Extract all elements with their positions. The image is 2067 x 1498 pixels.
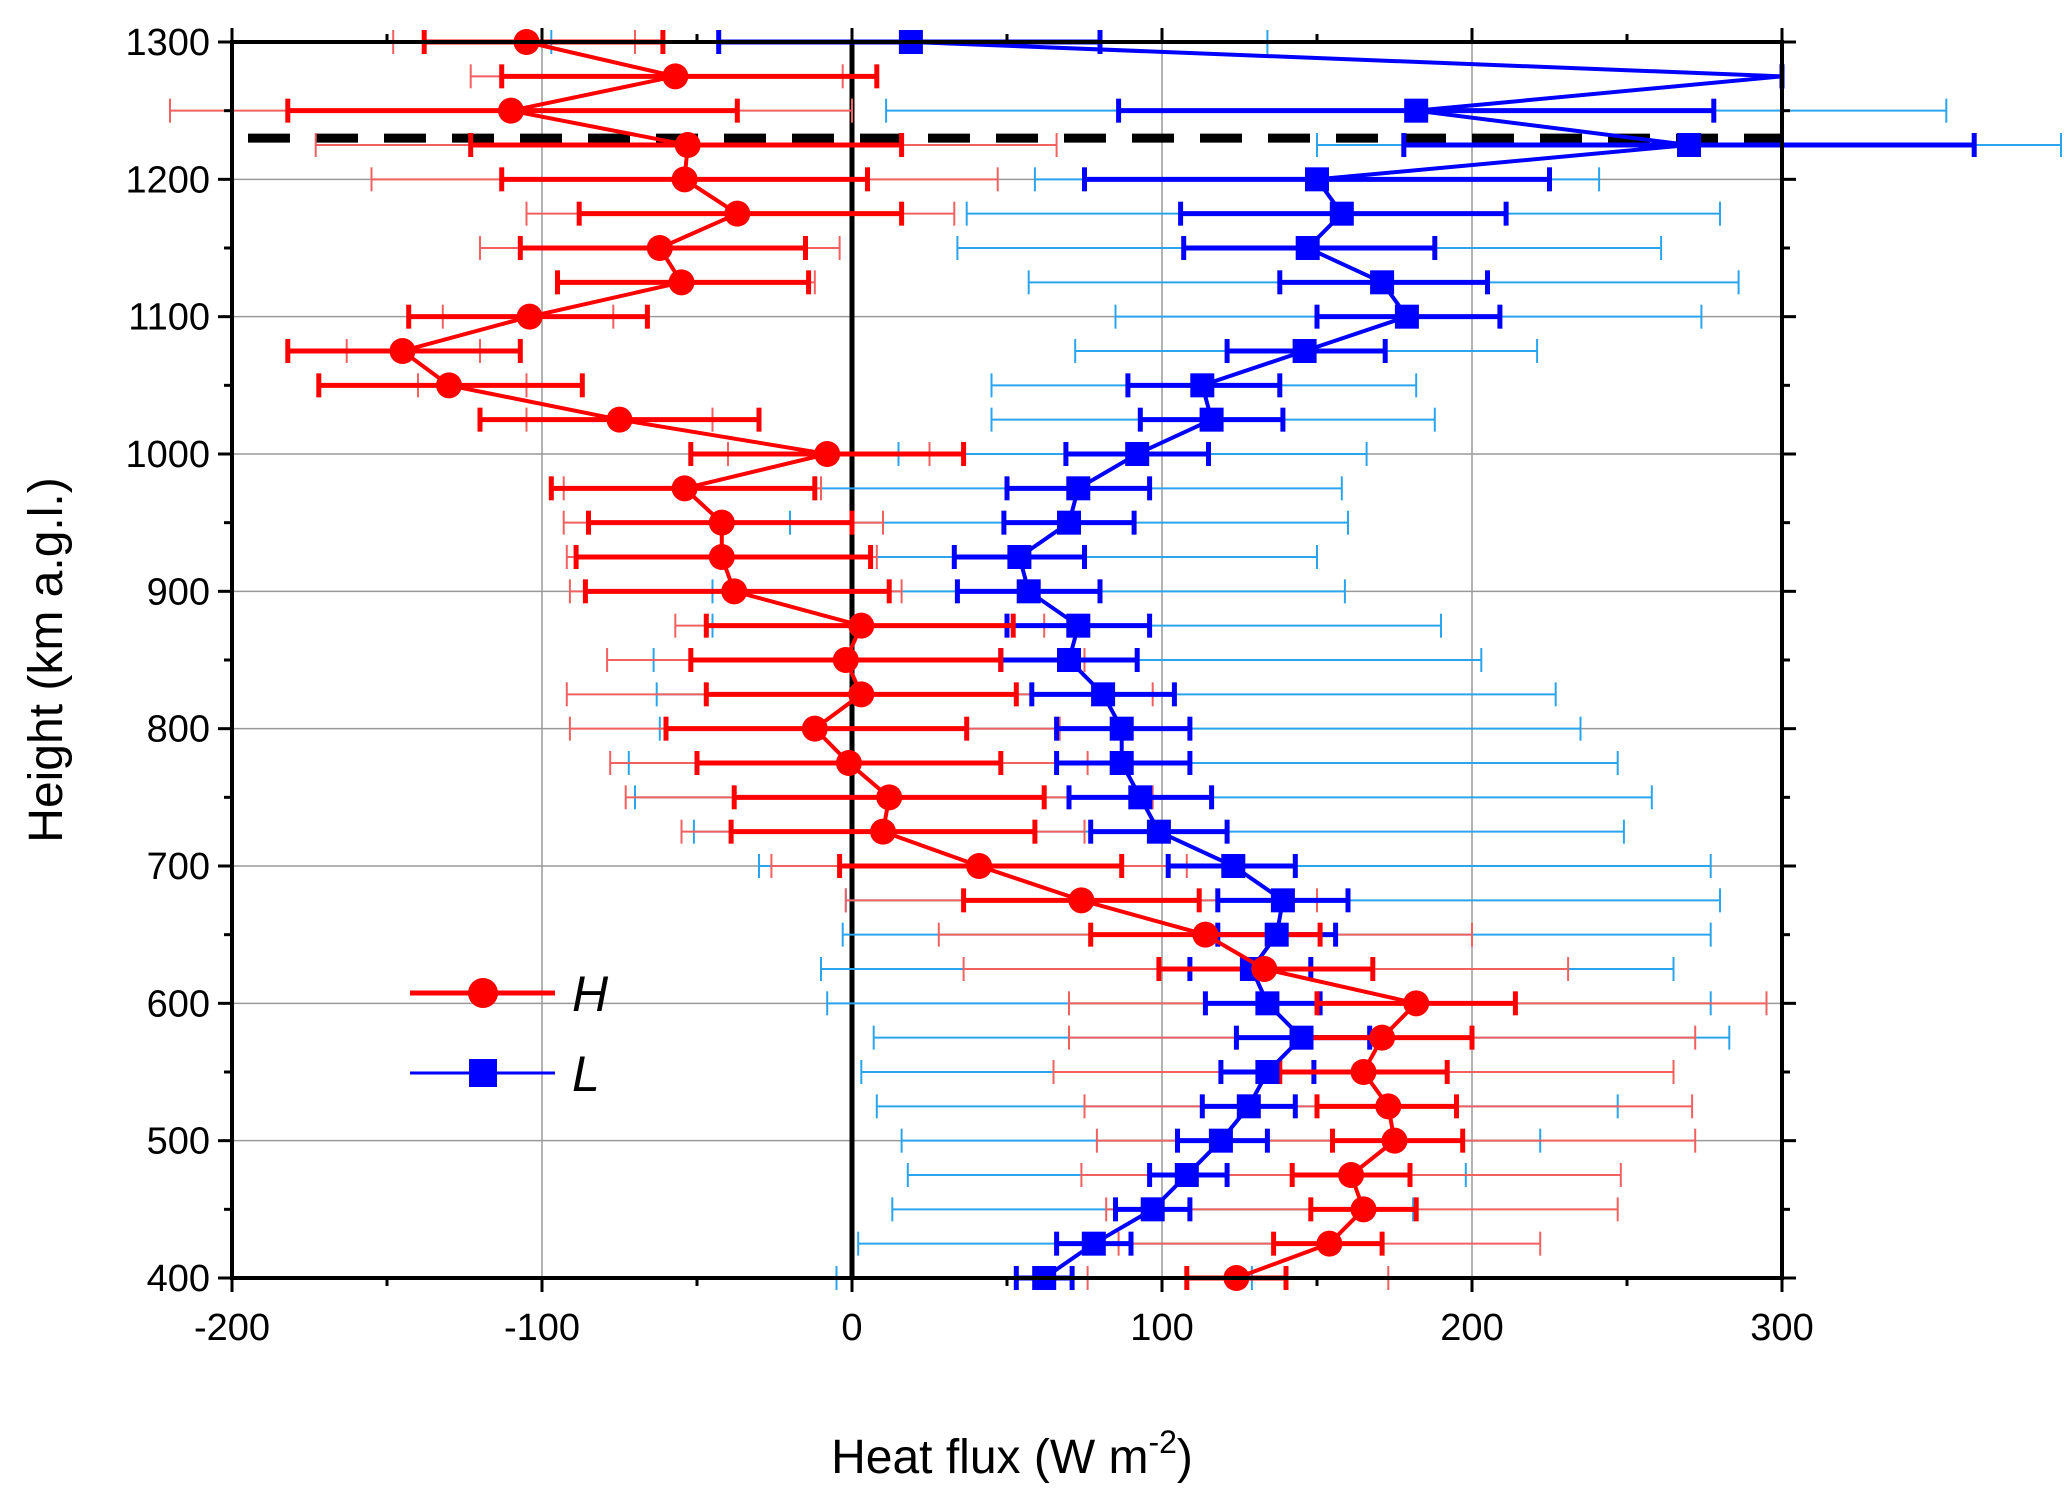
series-H-point	[662, 63, 689, 90]
series-L-point	[1264, 922, 1289, 947]
series-H-point	[646, 235, 673, 261]
series-H-point	[814, 441, 841, 467]
series-L-point	[1677, 133, 1701, 157]
x-tick-label: -100	[504, 1307, 580, 1349]
series-L-point	[1066, 613, 1091, 638]
series-H-point	[1369, 1024, 1396, 1051]
series-L-point	[1125, 442, 1150, 466]
series-H-point	[1316, 1230, 1343, 1257]
series-H-point	[721, 578, 748, 605]
series-L-point	[1057, 648, 1081, 672]
series-H-point	[436, 372, 462, 399]
series-L-point	[1140, 1197, 1165, 1222]
series-H-point	[801, 715, 828, 742]
series-H-point	[876, 784, 903, 811]
y-axis-title: Height (km a.g.l.)	[20, 477, 73, 842]
y-tick-label: 1200	[125, 159, 210, 201]
series-L-point	[1305, 167, 1329, 192]
x-axis-title-superscript: -2	[1148, 1424, 1176, 1460]
y-tick-label: 600	[147, 983, 210, 1025]
x-tick-label: 0	[841, 1307, 862, 1349]
series-H-point	[674, 132, 701, 158]
series-H-point	[848, 612, 875, 639]
x-axis-title: Heat flux (W m-2)	[831, 1424, 1193, 1484]
series-H-point	[1192, 921, 1219, 948]
legend-L-marker	[469, 1059, 497, 1087]
series-L-point	[1295, 236, 1320, 260]
series-L-point	[1370, 270, 1395, 295]
series-L-point	[1057, 510, 1081, 535]
y-tick-label: 800	[147, 709, 210, 751]
series-L-point	[1292, 339, 1317, 363]
x-tick-label: 100	[1130, 1307, 1193, 1349]
series-H-point	[708, 544, 735, 570]
series-L-point	[1081, 1231, 1106, 1256]
x-tick-label: 300	[1750, 1307, 1813, 1349]
y-tick-label: 1300	[125, 22, 210, 64]
series-H-point	[835, 750, 862, 776]
series-H-point	[870, 818, 896, 845]
y-tick-label: 700	[147, 846, 210, 888]
series-L-point	[1394, 304, 1419, 329]
series-H-point	[1350, 1059, 1377, 1085]
series-H-point	[389, 338, 416, 364]
series-H-point	[1381, 1127, 1408, 1154]
series-L-point	[1007, 545, 1032, 569]
legend: H L	[410, 966, 609, 1102]
series-H-point	[1251, 956, 1278, 982]
y-tick-label: 1100	[128, 297, 210, 339]
series-L-point	[1109, 716, 1134, 741]
series-L-point	[1221, 854, 1246, 878]
series-H-point	[516, 303, 543, 330]
series-H-point	[832, 647, 859, 673]
series-L-point	[1208, 1128, 1233, 1153]
series-L-point	[1016, 579, 1041, 604]
series-H-point	[1068, 887, 1095, 914]
series-H-point	[671, 166, 698, 193]
series-H-point	[708, 509, 735, 536]
series-H-point	[966, 853, 993, 879]
series-L-point	[1329, 201, 1354, 226]
legend-H-label: H	[572, 966, 609, 1022]
y-tick-label: 900	[147, 571, 210, 613]
series-H-point	[1375, 1093, 1402, 1120]
x-tick-label: -200	[194, 1307, 270, 1349]
series-L-point	[1128, 785, 1153, 810]
x-axis-title-main: Heat flux (W m	[831, 1431, 1148, 1484]
legend-L-label: L	[572, 1046, 600, 1102]
x-axis-title-close: )	[1177, 1431, 1193, 1484]
series-L-point	[1199, 407, 1224, 432]
series-L-point	[1255, 991, 1280, 1016]
series-H-point	[1350, 1196, 1377, 1223]
series-H-point	[1403, 990, 1430, 1017]
series-L-point	[1146, 819, 1171, 844]
y-tick-label: 1000	[125, 434, 210, 476]
series-L-point	[1270, 888, 1295, 913]
y-tick-label: 400	[147, 1258, 210, 1300]
series-H-point	[1338, 1162, 1365, 1188]
series-H-point	[724, 200, 751, 227]
y-tick-label: 500	[147, 1121, 210, 1163]
axis-ticks: -200 -100 0 100 200 300 400 500 600 700 800 900 1000…	[125, 22, 1813, 1349]
series-L-point	[1255, 1060, 1280, 1084]
x-tick-label: 200	[1440, 1307, 1503, 1349]
series-H-point	[498, 97, 524, 124]
series-H-point	[848, 681, 875, 708]
series-L-point	[1190, 373, 1215, 398]
series-L-point	[1289, 1025, 1314, 1050]
series-layer	[169, 29, 2062, 1291]
series-L-point	[1091, 682, 1116, 707]
series-L-point	[1109, 751, 1134, 775]
series-L-point	[1174, 1163, 1199, 1187]
legend-H-marker	[468, 978, 498, 1008]
series-L-point	[1236, 1094, 1261, 1119]
series-H-point	[606, 406, 633, 433]
series-L-point	[1066, 476, 1091, 501]
series-H-point	[668, 269, 695, 296]
series-H-point	[671, 475, 698, 502]
series-L-point	[1404, 98, 1429, 123]
